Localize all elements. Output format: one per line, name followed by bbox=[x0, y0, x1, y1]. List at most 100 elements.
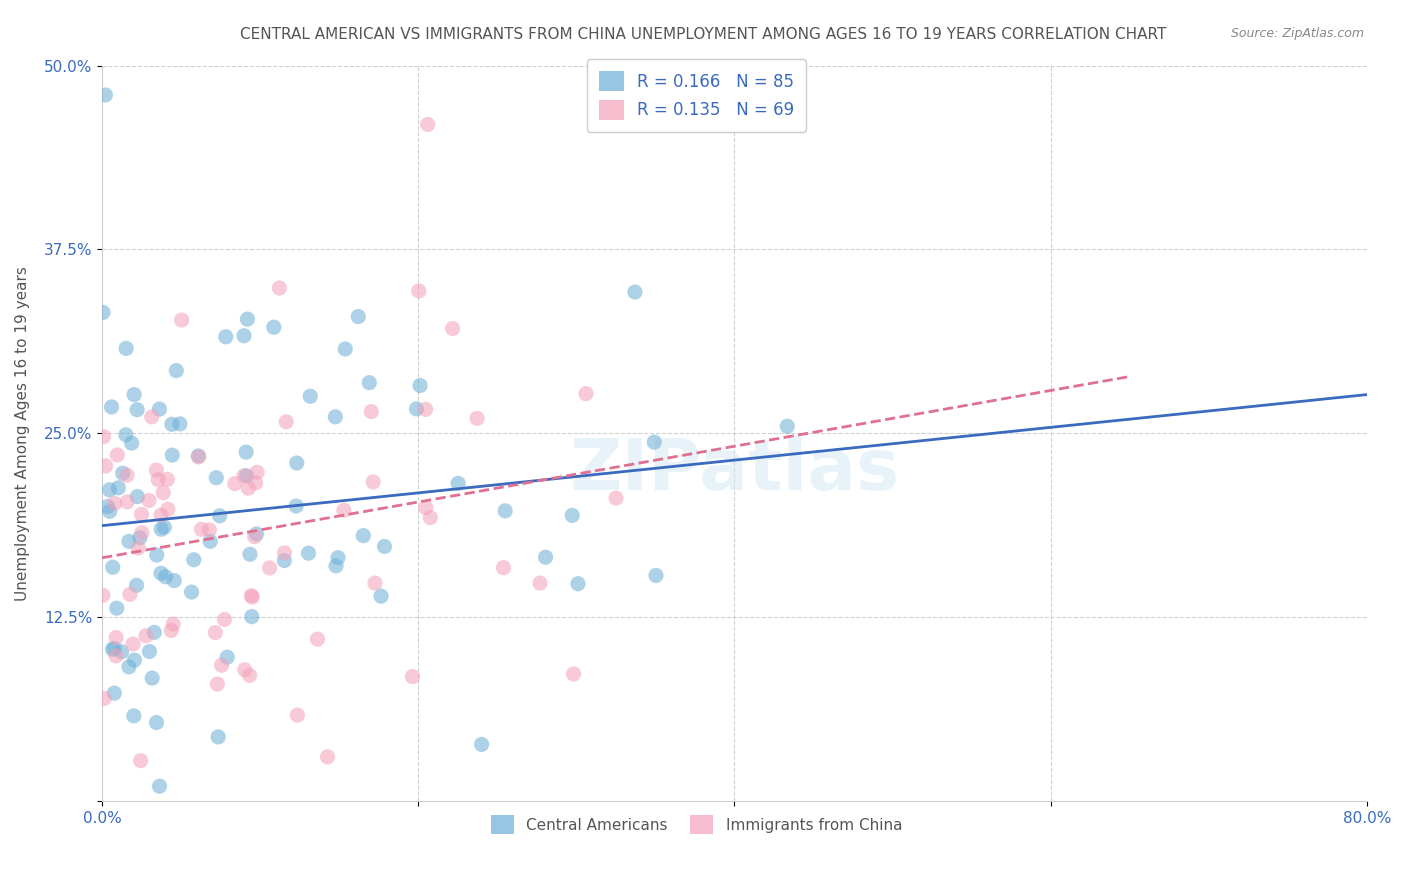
Point bbox=[91, 305, 114, 319]
Point bbox=[180, 585, 202, 599]
Point bbox=[150, 508, 173, 523]
Point bbox=[217, 650, 239, 665]
Point bbox=[183, 553, 205, 567]
Point bbox=[97, 500, 120, 514]
Point bbox=[401, 669, 423, 683]
Point bbox=[409, 378, 432, 392]
Point bbox=[415, 500, 437, 515]
Point bbox=[447, 476, 470, 491]
Point bbox=[276, 415, 298, 429]
Point bbox=[94, 88, 117, 103]
Point bbox=[122, 709, 145, 723]
Point bbox=[93, 691, 115, 706]
Point bbox=[316, 750, 339, 764]
Point bbox=[198, 523, 221, 537]
Point bbox=[240, 609, 263, 624]
Point bbox=[534, 550, 557, 565]
Point bbox=[211, 658, 233, 673]
Point bbox=[215, 330, 238, 344]
Point bbox=[127, 541, 149, 555]
Point bbox=[111, 466, 134, 480]
Point bbox=[240, 590, 263, 604]
Point bbox=[259, 561, 281, 575]
Point bbox=[235, 468, 257, 483]
Point bbox=[115, 468, 138, 483]
Point bbox=[333, 503, 356, 517]
Point bbox=[285, 708, 308, 723]
Point bbox=[207, 677, 229, 691]
Point bbox=[207, 730, 229, 744]
Point bbox=[115, 342, 138, 356]
Point bbox=[141, 671, 163, 685]
Text: CENTRAL AMERICAN VS IMMIGRANTS FROM CHINA UNEMPLOYMENT AMONG AGES 16 TO 19 YEARS: CENTRAL AMERICAN VS IMMIGRANTS FROM CHIN… bbox=[240, 27, 1166, 42]
Point bbox=[561, 508, 583, 523]
Point bbox=[127, 402, 149, 417]
Point bbox=[359, 376, 381, 390]
Point bbox=[165, 363, 187, 377]
Legend: Central Americans, Immigrants from China: Central Americans, Immigrants from China bbox=[481, 805, 912, 845]
Point bbox=[153, 520, 176, 534]
Point bbox=[146, 473, 169, 487]
Point bbox=[148, 402, 170, 417]
Point bbox=[465, 411, 488, 425]
Point bbox=[269, 281, 291, 295]
Point bbox=[208, 508, 231, 523]
Point bbox=[93, 430, 115, 444]
Point bbox=[645, 568, 668, 582]
Point bbox=[98, 504, 121, 518]
Point bbox=[163, 574, 186, 588]
Point bbox=[245, 475, 267, 490]
Point bbox=[246, 465, 269, 479]
Point bbox=[145, 548, 167, 562]
Point bbox=[162, 448, 184, 462]
Point bbox=[160, 417, 183, 432]
Point bbox=[104, 496, 127, 510]
Point bbox=[115, 495, 138, 509]
Point bbox=[562, 667, 585, 681]
Point bbox=[122, 387, 145, 401]
Point bbox=[233, 663, 256, 677]
Point bbox=[204, 625, 226, 640]
Point bbox=[273, 553, 295, 567]
Point bbox=[141, 409, 163, 424]
Point bbox=[235, 445, 257, 459]
Point bbox=[101, 642, 124, 657]
Point bbox=[239, 668, 262, 682]
Point bbox=[364, 576, 387, 591]
Point bbox=[605, 491, 627, 505]
Point bbox=[91, 588, 114, 602]
Point bbox=[129, 754, 152, 768]
Point bbox=[160, 624, 183, 638]
Point bbox=[152, 485, 174, 500]
Point bbox=[416, 117, 439, 131]
Point bbox=[105, 631, 128, 645]
Point bbox=[360, 404, 382, 418]
Point bbox=[494, 504, 516, 518]
Point bbox=[352, 528, 374, 542]
Point bbox=[419, 510, 441, 524]
Text: ZIPatlas: ZIPatlas bbox=[569, 435, 900, 505]
Point bbox=[776, 419, 799, 434]
Point bbox=[110, 645, 132, 659]
Point bbox=[441, 321, 464, 335]
Point bbox=[105, 448, 128, 462]
Point bbox=[100, 400, 122, 414]
Point bbox=[233, 468, 256, 483]
Point bbox=[285, 499, 308, 513]
Point bbox=[101, 560, 124, 574]
Point bbox=[118, 587, 141, 601]
Point bbox=[567, 576, 589, 591]
Point bbox=[326, 550, 349, 565]
Text: Source: ZipAtlas.com: Source: ZipAtlas.com bbox=[1230, 27, 1364, 40]
Point bbox=[297, 546, 319, 560]
Point bbox=[273, 546, 295, 560]
Point bbox=[323, 409, 346, 424]
Point bbox=[245, 527, 267, 541]
Point bbox=[361, 475, 384, 489]
Point bbox=[529, 576, 551, 591]
Point bbox=[471, 738, 494, 752]
Point bbox=[155, 570, 177, 584]
Point bbox=[492, 560, 515, 574]
Point bbox=[624, 285, 647, 299]
Point bbox=[143, 625, 166, 640]
